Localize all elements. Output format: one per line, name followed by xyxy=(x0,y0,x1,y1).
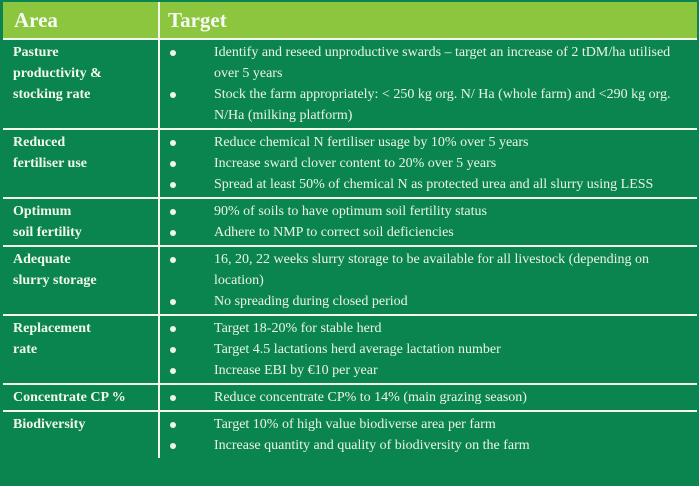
bullet-icon xyxy=(170,92,176,98)
bullet-icon xyxy=(170,257,176,263)
target-text: No spreading during closed period xyxy=(214,294,408,309)
target-item: Identify and reseed unproductive swards … xyxy=(168,42,689,84)
area-cell: Reduced fertiliser use xyxy=(3,130,158,197)
bullet-icon xyxy=(170,395,176,401)
target-item: No spreading during closed period xyxy=(168,291,689,312)
area-label-line: Replacement xyxy=(13,321,91,336)
target-text: Target 18-20% for stable herd xyxy=(214,321,382,336)
bullet-icon xyxy=(170,230,176,236)
target-cell: Target 18-20% for stable herd Target 4.5… xyxy=(160,316,697,383)
target-item: Target 4.5 lactations herd average lacta… xyxy=(168,339,689,360)
area-label-line: fertiliser use xyxy=(13,156,87,171)
target-text: 90% of soils to have optimum soil fertil… xyxy=(214,204,487,219)
target-text: Identify and reseed unproductive swards … xyxy=(214,45,671,81)
table-grid: Area Target Pasture productivity & stock… xyxy=(3,2,697,458)
header-target-label: Target xyxy=(168,7,227,32)
area-label-line: stocking rate xyxy=(13,87,91,102)
target-cell: Identify and reseed unproductive swards … xyxy=(160,40,697,128)
area-cell: Biodiversity xyxy=(3,412,158,458)
bullet-icon xyxy=(170,422,176,428)
area-cell: Pasture productivity & stocking rate xyxy=(3,40,158,128)
area-label-line: Reduced xyxy=(13,135,66,150)
area-label-line: Pasture xyxy=(13,45,59,60)
target-cell: Reduce chemical N fertiliser usage by 10… xyxy=(160,130,697,197)
bullet-icon xyxy=(170,182,176,188)
target-item: Target 10% of high value biodiverse area… xyxy=(168,414,689,435)
target-cell: 90% of soils to have optimum soil fertil… xyxy=(160,199,697,245)
target-text: Target 10% of high value biodiverse area… xyxy=(214,417,496,432)
area-cell: Adequate slurry storage xyxy=(3,247,158,314)
area-label-line: rate xyxy=(13,342,38,357)
target-text: Adhere to NMP to correct soil deficienci… xyxy=(214,225,454,240)
target-item: Increase sward clover content to 20% ove… xyxy=(168,153,689,174)
bullet-icon xyxy=(170,161,176,167)
target-text: Spread at least 50% of chemical N as pro… xyxy=(214,177,654,192)
target-item: Reduce concentrate CP% to 14% (main graz… xyxy=(168,387,689,408)
target-item: Increase EBI by €10 per year xyxy=(168,360,689,381)
target-item: Increase quantity and quality of biodive… xyxy=(168,435,689,456)
bullet-icon xyxy=(170,368,176,374)
target-text: Reduce concentrate CP% to 14% (main graz… xyxy=(214,390,527,405)
target-item: Adhere to NMP to correct soil deficienci… xyxy=(168,222,689,243)
bullet-icon xyxy=(170,326,176,332)
header-area-label: Area xyxy=(14,7,58,32)
target-item: 90% of soils to have optimum soil fertil… xyxy=(168,201,689,222)
target-item: Target 18-20% for stable herd xyxy=(168,318,689,339)
target-cell: Reduce concentrate CP% to 14% (main graz… xyxy=(160,385,697,410)
target-text: 16, 20, 22 weeks slurry storage to be av… xyxy=(214,252,650,288)
area-cell: Optimum soil fertility xyxy=(3,199,158,245)
target-cell: 16, 20, 22 weeks slurry storage to be av… xyxy=(160,247,697,314)
target-item: Stock the farm appropriately: < 250 kg o… xyxy=(168,84,689,126)
area-label-line: Concentrate CP % xyxy=(13,390,126,405)
target-item: Reduce chemical N fertiliser usage by 10… xyxy=(168,132,689,153)
bullet-icon xyxy=(170,209,176,215)
target-text: Increase sward clover content to 20% ove… xyxy=(214,156,497,171)
area-label-line: Adequate xyxy=(13,252,71,267)
area-label-line: productivity & xyxy=(13,66,102,81)
target-item: 16, 20, 22 weeks slurry storage to be av… xyxy=(168,249,689,291)
target-cell: Target 10% of high value biodiverse area… xyxy=(160,412,697,458)
bullet-icon xyxy=(170,50,176,56)
bullet-icon xyxy=(170,299,176,305)
target-text: Increase EBI by €10 per year xyxy=(214,363,378,378)
bullet-icon xyxy=(170,140,176,146)
area-label-line: soil fertility xyxy=(13,225,82,240)
area-label-line: slurry storage xyxy=(13,273,97,288)
target-text: Increase quantity and quality of biodive… xyxy=(214,438,530,453)
area-cell: Replacement rate xyxy=(3,316,158,383)
header-target-cell: Target xyxy=(160,2,697,38)
target-text: Target 4.5 lactations herd average lacta… xyxy=(214,342,501,357)
area-cell: Concentrate CP % xyxy=(3,385,158,410)
target-text: Reduce chemical N fertiliser usage by 10… xyxy=(214,135,529,150)
bullet-icon xyxy=(170,347,176,353)
target-item: Spread at least 50% of chemical N as pro… xyxy=(168,174,689,195)
target-text: Stock the farm appropriately: < 250 kg o… xyxy=(214,87,671,123)
area-label-line: Biodiversity xyxy=(13,417,86,432)
bullet-icon xyxy=(170,443,176,449)
header-area-cell: Area xyxy=(3,2,158,38)
area-label-line: Optimum xyxy=(13,204,72,219)
